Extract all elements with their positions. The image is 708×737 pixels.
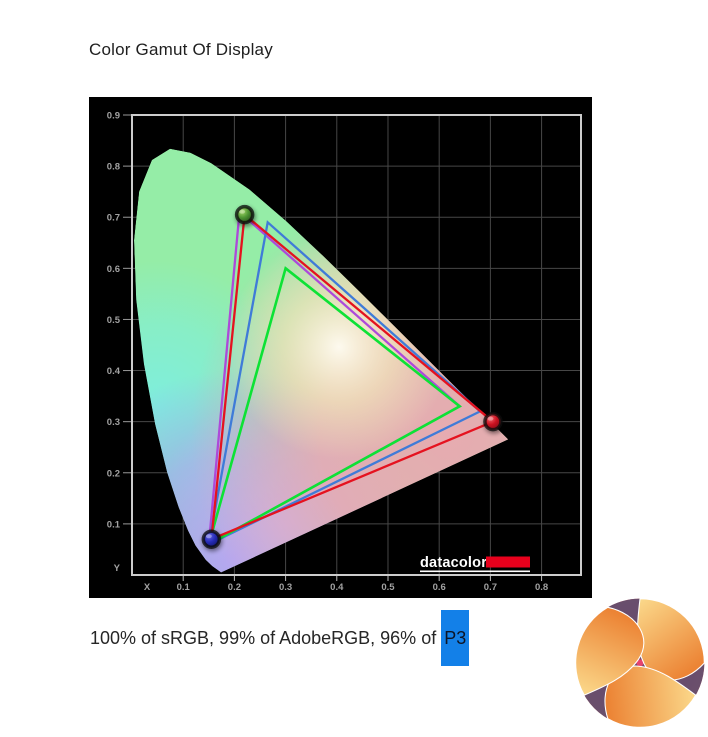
x-tick-label: 0.1 (177, 582, 191, 593)
gamut-triangle-DCI-P3 (207, 220, 483, 547)
datacolor-logo: datacolor (420, 555, 530, 573)
page-title: Color Gamut Of Display (89, 40, 273, 59)
cie-chromaticity-chart: 0.1 0.2 0.3 0.4 0.5 0.6 0.7 0.8 0.1 0.2 0.3 0.4 0.5 0… (89, 97, 592, 598)
gamut-triangle-Display (210, 212, 496, 542)
y-tick-label: 0.3 (107, 417, 120, 428)
kitguru-orange-swirls (575, 598, 705, 728)
y-tick-label: 0.1 (107, 519, 121, 530)
y-tick-label: 0.7 (107, 213, 120, 224)
x-tick-label: 0.7 (484, 582, 497, 593)
kitguru-logo-svg (575, 598, 705, 728)
x-tick-label: 0.8 (535, 582, 548, 593)
gamut-triangles (206, 209, 496, 547)
y-tick-label: 0.5 (107, 315, 121, 326)
orange-swirl (575, 606, 645, 696)
plot-frame (131, 114, 582, 576)
axis-ticks (123, 114, 543, 581)
marker-highlight (487, 416, 494, 421)
primary-marker-red-primary (483, 411, 503, 432)
marker-highlight (239, 209, 246, 214)
axis-labels: 0.1 0.2 0.3 0.4 0.5 0.6 0.7 0.8 0.1 0.2 0.3 0.4 0.5 0… (107, 111, 548, 594)
orange-swirl (604, 665, 697, 728)
primary-marker-blue-primary (201, 529, 222, 549)
primary-marker-green-primary (234, 204, 255, 225)
y-tick-label: 0.8 (107, 162, 120, 173)
x-tick-label: 0.4 (330, 582, 344, 593)
y-axis-title: Y (114, 563, 121, 574)
x-axis-title: X (144, 582, 151, 593)
marker-highlight (205, 534, 212, 539)
x-tick-label: 0.6 (433, 582, 446, 593)
primary-markers (201, 204, 504, 552)
cie-chromaticity-svg: 0.1 0.2 0.3 0.4 0.5 0.6 0.7 0.8 0.1 0.2 0.3 0.4 0.5 0… (89, 97, 592, 598)
caption-text: 100% of sRGB, 99% of AdobeRGB, 96% of (90, 628, 442, 648)
datacolor-label: datacolor (420, 555, 487, 571)
p3-selected-text: P3 (441, 610, 470, 666)
y-tick-label: 0.4 (107, 366, 121, 377)
y-tick-label: 0.6 (107, 264, 120, 275)
x-tick-label: 0.5 (381, 582, 395, 593)
gamut-coverage-caption: 100% of sRGB, 99% of AdobeRGB, 96% of P3 (90, 610, 470, 666)
datacolor-red-bar (486, 556, 530, 568)
x-tick-label: 0.3 (279, 582, 292, 593)
x-tick-label: 0.2 (228, 582, 241, 593)
y-tick-label: 0.2 (107, 468, 120, 479)
y-tick-label: 0.9 (107, 111, 120, 122)
datacolor-underline (420, 570, 530, 573)
gamut-triangle-sRGB (206, 266, 463, 547)
kitguru-logo (573, 596, 707, 730)
